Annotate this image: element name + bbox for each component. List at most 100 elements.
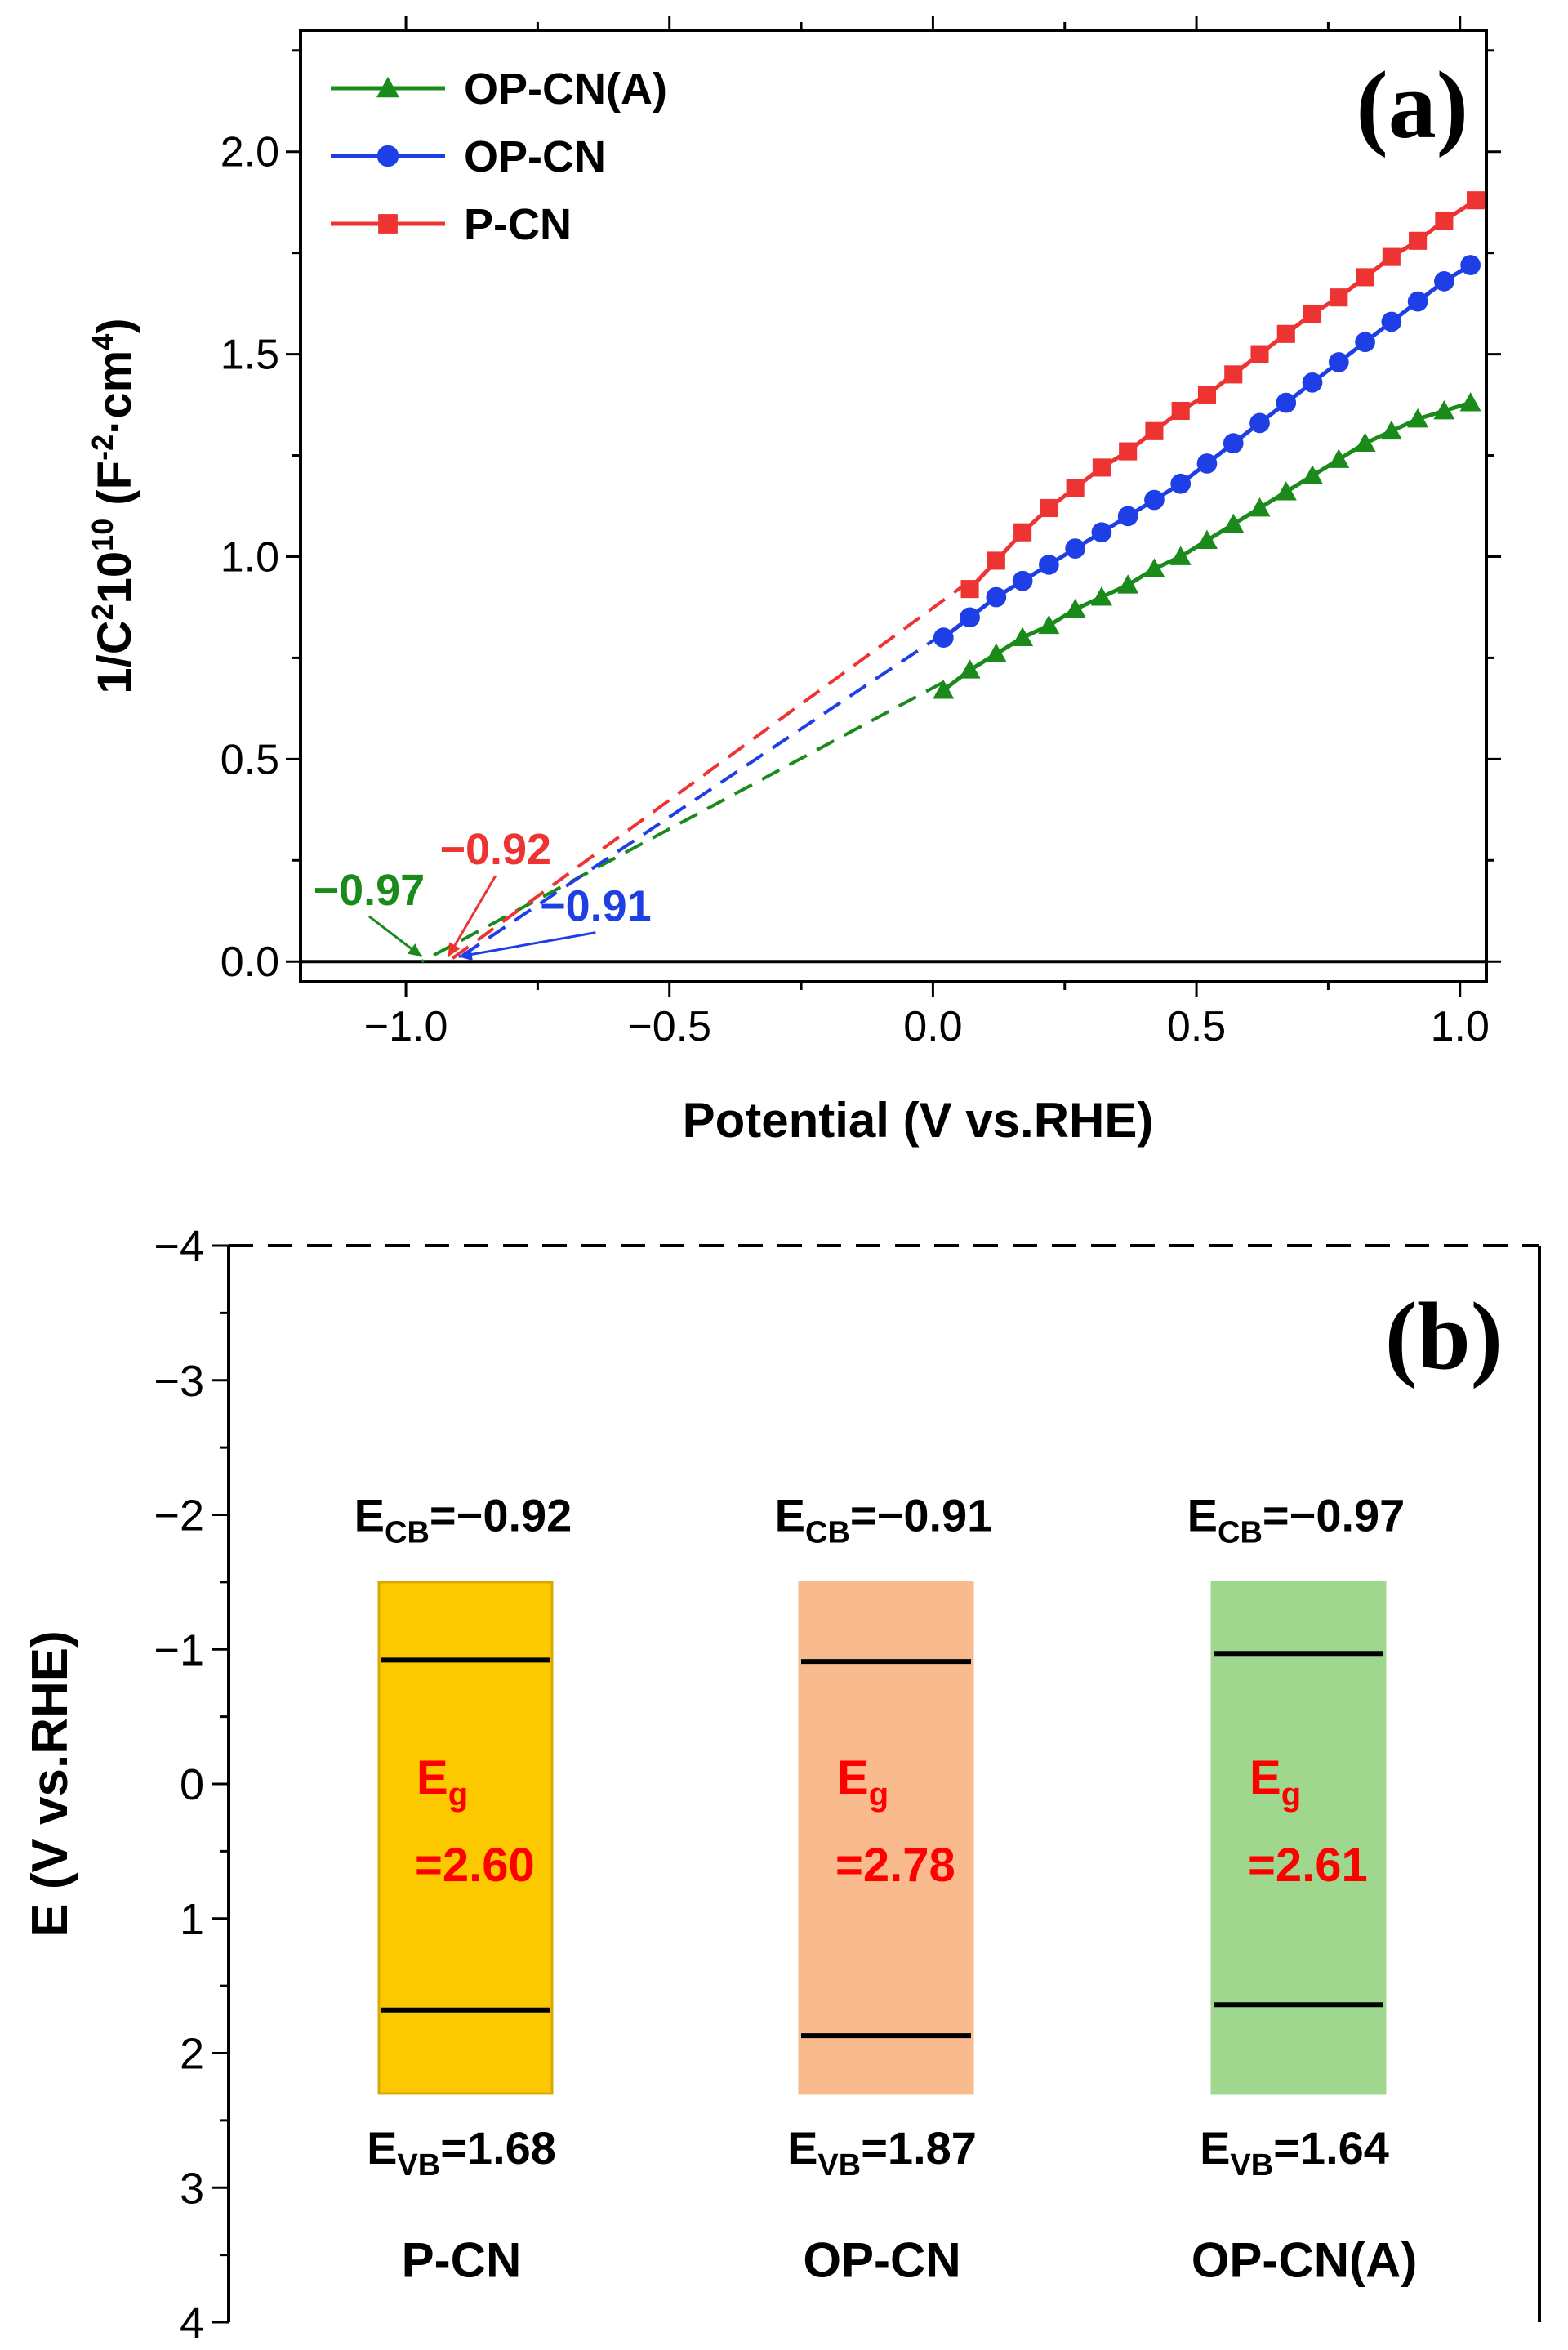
data-point: [1223, 513, 1245, 533]
data-point: [1066, 479, 1085, 497]
data-point: [1171, 401, 1190, 421]
data-point: [1275, 481, 1297, 501]
data-point: [1354, 432, 1376, 453]
cb-label: ECB=−0.91: [775, 1490, 993, 1550]
data-point: [1196, 453, 1218, 474]
category-label: P-CN: [402, 2233, 522, 2288]
cb-symbol: E: [1187, 1490, 1218, 1541]
legend-marker: [376, 145, 399, 167]
y-tick-label: 0.5: [220, 736, 279, 783]
data-point: [1328, 448, 1350, 468]
data-point: [1038, 614, 1060, 635]
y-tick-label: −4: [154, 1222, 204, 1271]
data-point: [1144, 489, 1165, 511]
intercept-label: −0.91: [540, 882, 652, 931]
data-point: [1091, 522, 1112, 543]
vb-subscript: VB: [397, 2148, 440, 2183]
y-title-part: 1/C: [88, 620, 141, 693]
cb-symbol: E: [354, 1490, 385, 1541]
intercept-label: −0.92: [439, 825, 551, 874]
y-title-sup: 2: [86, 604, 119, 620]
data-point: [1356, 268, 1374, 287]
data-point: [1223, 433, 1244, 454]
data-point: [1249, 497, 1271, 517]
data-point: [1302, 372, 1323, 393]
y-tick-label: 3: [180, 2164, 204, 2213]
cb-value: =−0.91: [850, 1490, 992, 1541]
y-tick-label: 0: [180, 1760, 204, 1809]
extrapolation-line: [421, 680, 945, 963]
data-point: [1090, 586, 1112, 606]
data-point: [1064, 598, 1086, 618]
data-point: [1328, 352, 1349, 372]
y-tick-label: 1.0: [220, 533, 279, 581]
y-tick-label: −1: [154, 1625, 204, 1674]
data-point: [1381, 311, 1402, 332]
cb-subscript: CB: [385, 1516, 430, 1550]
cb-subscript: CB: [1218, 1516, 1263, 1550]
y-tick-label: 0.0: [220, 939, 279, 986]
data-point: [1303, 304, 1322, 323]
eg-symbol-label: Eg: [1250, 1751, 1301, 1813]
data-point: [1040, 498, 1058, 518]
vb-label: EVB=1.68: [367, 2122, 556, 2183]
data-point: [1433, 400, 1455, 420]
data-point: [960, 607, 980, 628]
data-point: [1092, 458, 1111, 477]
vb-subscript: VB: [1230, 2148, 1273, 2183]
data-point: [1467, 191, 1486, 210]
y-title-part: (F: [88, 461, 141, 519]
vb-label: EVB=1.64: [1200, 2122, 1389, 2183]
data-point: [1117, 506, 1138, 527]
eg-value: =2.61: [1248, 1839, 1368, 1892]
data-point: [1380, 420, 1402, 440]
data-point: [960, 580, 979, 599]
data-point: [1117, 574, 1139, 594]
y-tick-label: −3: [154, 1357, 204, 1406]
vb-value: =1.64: [1273, 2122, 1389, 2174]
x-axis-title: Potential (V vs.RHE): [683, 1093, 1154, 1148]
data-point: [1460, 255, 1481, 275]
eg-subscript: g: [869, 1777, 889, 1813]
data-point: [933, 680, 955, 699]
y-tick-label: 2: [180, 2030, 204, 2079]
y-axis-title: 1/C21010 (F-2·cm4): [86, 318, 141, 693]
x-tick-label: 0.0: [903, 1003, 962, 1050]
vb-symbol: E: [1200, 2122, 1230, 2174]
eg-symbol-label: Eg: [837, 1751, 889, 1813]
band-block: [1210, 1581, 1387, 2095]
legend-label: OP-CN(A): [464, 65, 667, 114]
data-point: [1012, 627, 1034, 647]
data-point: [933, 627, 954, 648]
data-point: [1119, 442, 1138, 461]
annotation-arrowhead: [448, 942, 461, 957]
y-axis-title: E (V vs.RHE): [22, 1630, 78, 1938]
data-point: [1145, 421, 1164, 440]
data-point: [1012, 570, 1033, 591]
data-point: [1250, 412, 1270, 434]
y-tick-label: 1: [180, 1895, 204, 1944]
category-label: OP-CN: [803, 2233, 960, 2288]
data-point: [1196, 529, 1218, 550]
vb-symbol: E: [787, 2122, 817, 2174]
legend-marker: [376, 77, 399, 98]
vb-value: =1.87: [861, 2122, 977, 2174]
extrapolation-line: [447, 579, 971, 963]
eg-subscript: g: [1281, 1777, 1301, 1813]
x-tick-label: 1.0: [1431, 1003, 1490, 1050]
y-title-part: ·cm: [88, 350, 141, 435]
y-title-part: ): [88, 318, 141, 333]
y-title-part: 10: [88, 551, 141, 604]
data-point: [1169, 546, 1192, 565]
data-point: [1143, 558, 1165, 577]
eg-subscript: g: [448, 1777, 468, 1813]
band-block: [798, 1581, 974, 2095]
data-point: [1407, 408, 1429, 428]
category-label: OP-CN(A): [1192, 2233, 1418, 2288]
plot-frame: [299, 29, 1488, 983]
eg-symbol: E: [416, 1751, 448, 1804]
data-point: [1276, 392, 1297, 413]
data-point: [1224, 365, 1243, 384]
legend-label: P-CN: [464, 200, 572, 249]
